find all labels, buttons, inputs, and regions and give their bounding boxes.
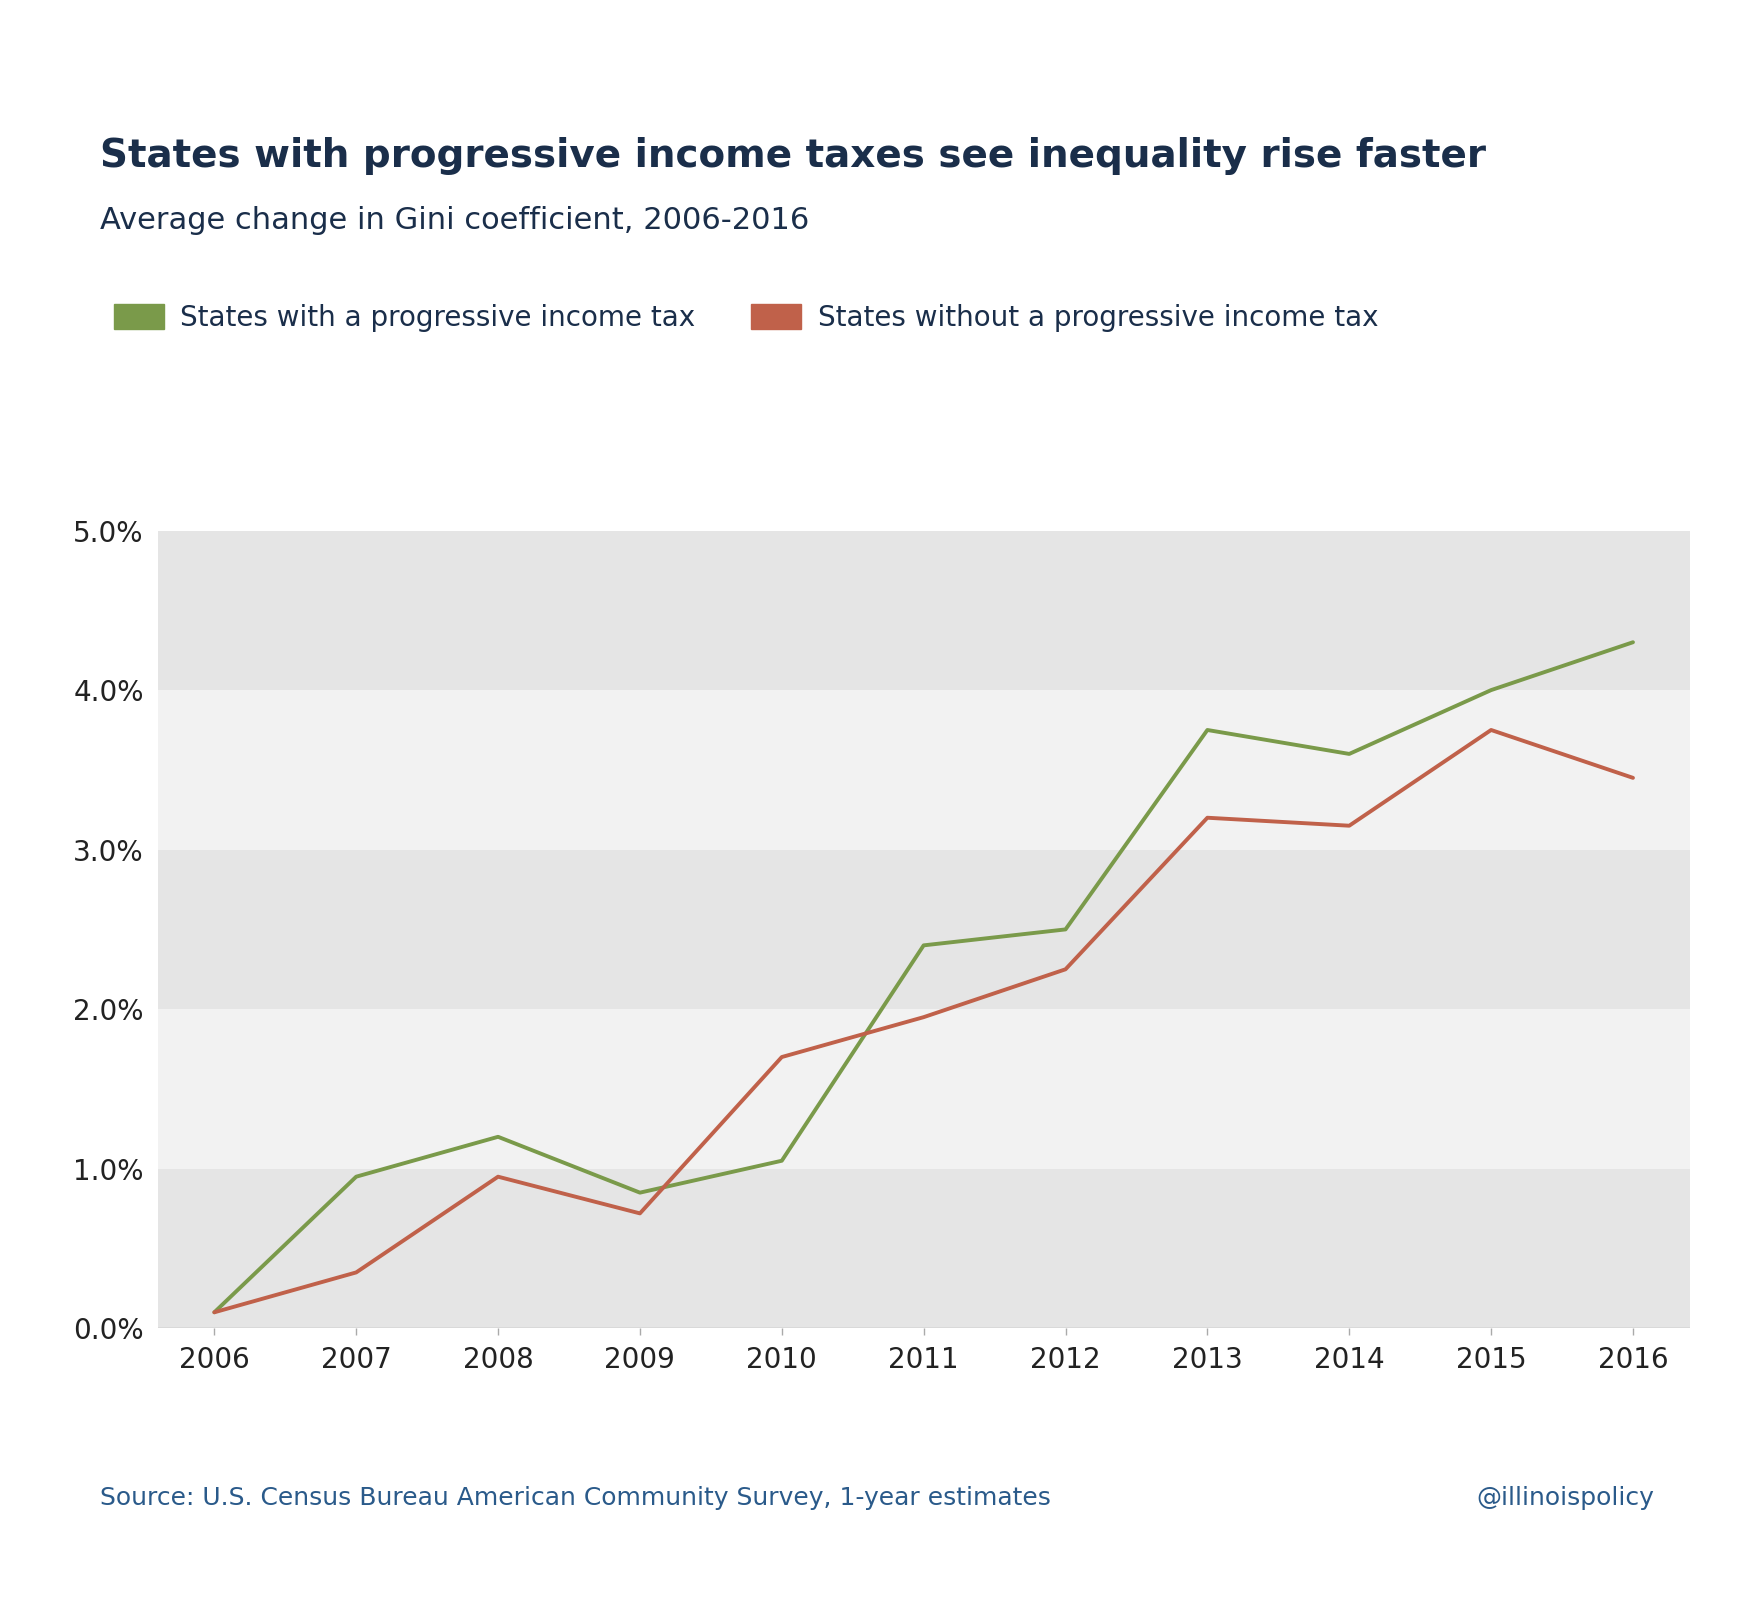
Bar <box>158 1169 1690 1328</box>
Bar <box>158 691 1690 850</box>
Legend: States with a progressive income tax, States without a progressive income tax: States with a progressive income tax, St… <box>114 304 1378 332</box>
Text: States with progressive income taxes see inequality rise faster: States with progressive income taxes see… <box>100 137 1487 175</box>
Bar <box>158 1009 1690 1169</box>
Text: @illinoispolicy: @illinoispolicy <box>1476 1486 1655 1510</box>
Text: Source: U.S. Census Bureau American Community Survey, 1-year estimates: Source: U.S. Census Bureau American Comm… <box>100 1486 1051 1510</box>
Bar <box>158 531 1690 691</box>
Bar <box>158 850 1690 1009</box>
Text: Average change in Gini coefficient, 2006-2016: Average change in Gini coefficient, 2006… <box>100 206 809 235</box>
